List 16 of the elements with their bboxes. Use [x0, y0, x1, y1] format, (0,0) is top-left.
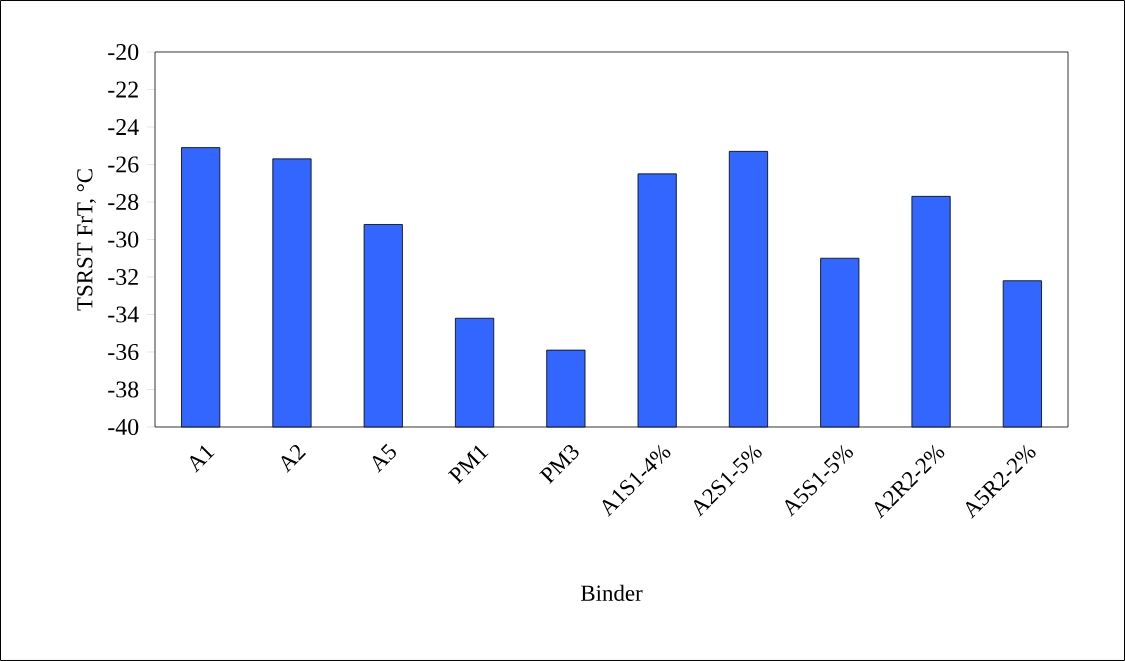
x-tick-label: A2 [281, 445, 307, 473]
x-tick-label: A5 [372, 443, 396, 473]
y-tick-label: -24 [108, 119, 139, 135]
y-tick-label: -34 [108, 306, 139, 323]
y-tick-label: -38 [108, 381, 139, 398]
x-tick-label: A1 [190, 445, 215, 473]
x-axis-title: Binder [580, 584, 643, 601]
y-tick-label: -20 [108, 43, 139, 61]
y-tick-label: -22 [108, 81, 138, 98]
y-tick-label: -32 [108, 268, 138, 286]
y-tick-label: -26 [108, 156, 139, 173]
y-tick-label: -30 [108, 231, 139, 248]
y-tick-label: -28 [108, 193, 139, 211]
y-tick-label: -40 [108, 418, 139, 436]
y-axis-title: TSRST FrT, °C [77, 169, 96, 311]
y-tick-label: -36 [108, 343, 139, 361]
